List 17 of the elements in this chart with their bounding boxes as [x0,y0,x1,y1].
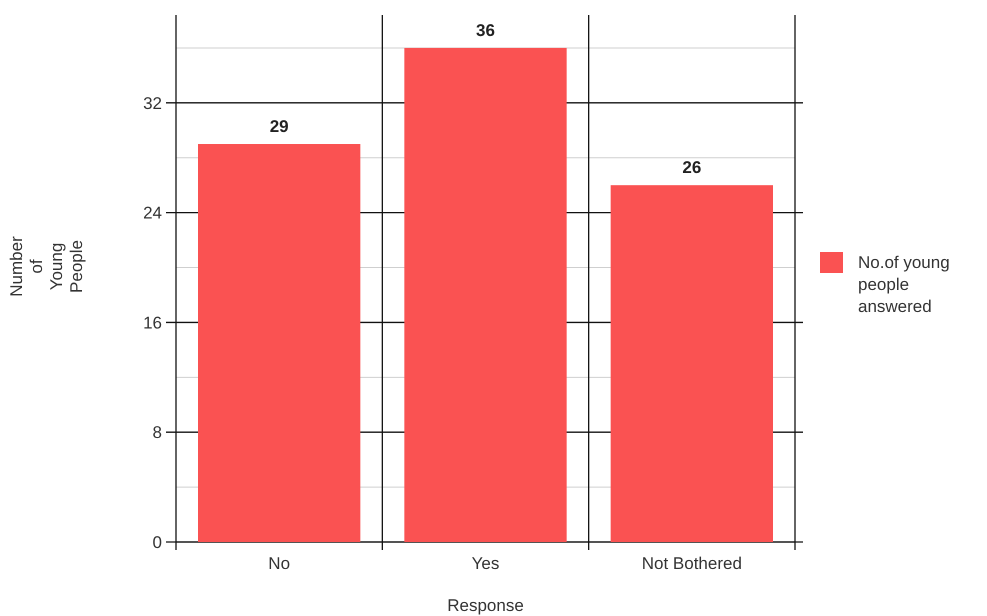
x-tick-label: Yes [472,554,500,573]
y-tick-label: 32 [143,94,162,113]
x-tick-label: No [268,554,290,573]
bar [198,144,360,542]
y-axis-title: Number of Young People [7,236,86,297]
data-label: 26 [682,158,702,178]
y-tick-label: 24 [143,204,162,223]
x-axis-title: Response [447,596,524,615]
y-tick-label: 8 [152,423,162,442]
data-label: 36 [476,20,495,40]
bar [610,185,773,542]
y-tick-label: 0 [152,532,162,552]
data-label: 29 [270,117,289,136]
legend-label: No.of young people answered [858,253,950,316]
y-tick-label: 16 [143,313,162,332]
x-tick-label: Not Bothered [642,554,742,573]
bar [404,48,567,542]
